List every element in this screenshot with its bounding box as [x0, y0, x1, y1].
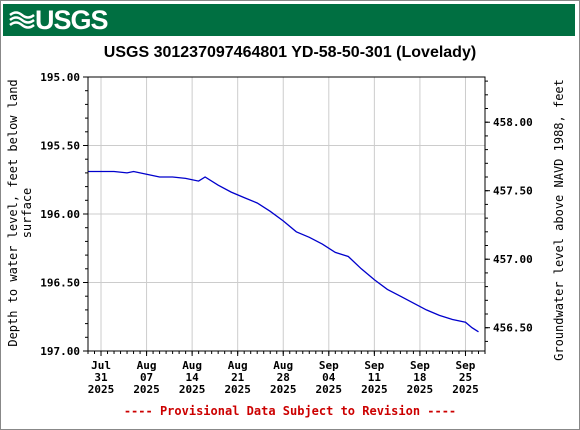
y-right-tick-label: 457.50	[493, 185, 533, 198]
y-left-tick-label: 196.50	[40, 277, 80, 290]
y-left-tick-label: 195.50	[40, 140, 80, 153]
usgs-banner: USGS	[3, 4, 575, 36]
usgs-logo[interactable]: USGS	[9, 4, 109, 35]
x-tick-label: 2025	[88, 383, 115, 396]
series-layer	[88, 170, 479, 333]
x-tick-label: 28	[277, 371, 290, 384]
x-tick-label: 2025	[179, 383, 206, 396]
x-tick-label: 18	[413, 371, 426, 384]
x-tick-label: Sep	[410, 359, 430, 372]
x-tick-label: Aug	[228, 359, 248, 372]
x-tick-label: 2025	[224, 383, 251, 396]
grid-lines	[88, 76, 485, 352]
y-left-tick-label: 197.00	[40, 345, 80, 358]
x-tick-label: 25	[459, 371, 472, 384]
x-tick-label: 2025	[270, 383, 297, 396]
x-tick-label: 14	[186, 371, 200, 384]
x-tick-label: 2025	[316, 383, 343, 396]
y-left-tick-label: 196.00	[40, 208, 80, 221]
x-tick-label: Sep	[364, 359, 384, 372]
x-tick-label: 2025	[361, 383, 388, 396]
x-tick-label: 21	[231, 371, 245, 384]
x-tick-label: 04	[322, 371, 336, 384]
x-tick-label: 2025	[407, 383, 434, 396]
provisional-notice: ---- Provisional Data Subject to Revisio…	[123, 404, 457, 418]
x-tick-label: 2025	[452, 383, 479, 396]
x-tick-label: 2025	[133, 383, 160, 396]
x-tick-label: Aug	[137, 359, 157, 372]
usgs-wave-icon	[9, 11, 35, 29]
y-right-tick-label: 457.00	[493, 253, 533, 266]
x-tick-label: Aug	[273, 359, 293, 372]
y-right-tick-label: 458.00	[493, 116, 533, 129]
usgs-logo-text: USGS	[35, 4, 109, 35]
chart-title: USGS 301237097464801 YD-58-50-301 (Lovel…	[103, 44, 477, 61]
y-left-tick-label: 195.00	[40, 71, 80, 84]
x-tick-label: Sep	[319, 359, 339, 372]
tick-layer: 195.00 195.50 196.00 196.50 197.00 458.00 457.…	[40, 71, 533, 396]
x-tick-label: Jul	[91, 359, 111, 372]
x-tick-label: 07	[140, 371, 153, 384]
x-tick-label: Aug	[182, 359, 202, 372]
series-line	[88, 170, 479, 333]
x-tick-label: 11	[368, 371, 382, 384]
y-right-tick-label: 456.50	[493, 322, 533, 335]
x-tick-label: 31	[94, 371, 108, 384]
x-tick-label: Sep	[456, 359, 476, 372]
